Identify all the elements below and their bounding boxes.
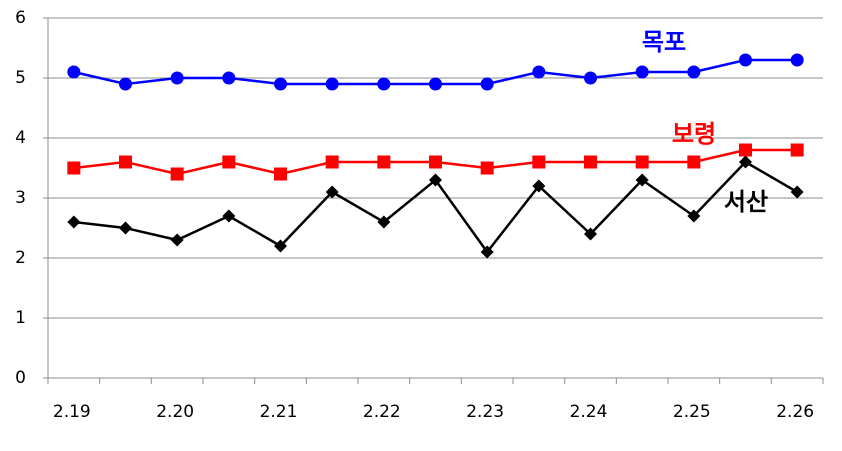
marker — [790, 185, 804, 199]
y-tick-label: 3 — [15, 188, 26, 208]
x-tick-label: 2.20 — [156, 402, 194, 422]
marker — [325, 155, 339, 169]
marker — [222, 155, 236, 169]
marker — [377, 215, 391, 229]
marker — [739, 53, 752, 67]
marker — [480, 161, 494, 175]
y-tick-label: 2 — [15, 248, 26, 268]
marker — [274, 239, 287, 253]
y-tick-label: 1 — [15, 308, 26, 328]
x-tick-label: 2.24 — [570, 402, 608, 422]
marker — [635, 65, 649, 79]
marker — [67, 65, 81, 79]
x-tick-label: 2.21 — [260, 402, 298, 422]
marker — [687, 65, 701, 79]
marker — [429, 173, 442, 187]
x-tick-label: 2.25 — [673, 402, 711, 422]
marker — [170, 233, 184, 247]
series-label: 목포 — [642, 28, 686, 56]
marker — [67, 215, 81, 229]
marker — [790, 143, 804, 157]
series-label: 서산 — [724, 188, 768, 216]
marker — [119, 155, 132, 169]
marker — [377, 77, 391, 91]
marker — [480, 245, 494, 259]
marker — [532, 179, 546, 193]
x-tick-label: 2.26 — [776, 402, 814, 422]
y-tick-label: 4 — [15, 128, 26, 148]
marker — [222, 71, 236, 85]
marker — [429, 77, 442, 91]
marker — [739, 155, 752, 169]
marker — [377, 155, 391, 169]
marker — [790, 53, 804, 67]
marker — [170, 71, 184, 85]
marker — [635, 173, 649, 187]
y-tick-label: 0 — [15, 368, 26, 388]
x-tick-label: 2.19 — [53, 402, 91, 422]
x-tick-label: 2.23 — [466, 402, 504, 422]
marker — [739, 143, 752, 157]
marker — [532, 155, 546, 169]
marker — [274, 167, 287, 181]
marker — [325, 185, 339, 199]
marker — [119, 221, 132, 235]
marker — [584, 227, 597, 241]
marker — [67, 161, 81, 175]
marker — [584, 155, 597, 169]
marker — [222, 209, 236, 223]
marker — [429, 155, 442, 169]
series-label: 보령 — [672, 120, 716, 148]
marker — [119, 77, 132, 91]
y-tick-label: 6 — [15, 8, 26, 28]
marker — [687, 155, 701, 169]
marker — [325, 77, 339, 91]
marker — [635, 155, 649, 169]
marker — [274, 77, 287, 91]
x-tick-label: 2.22 — [363, 402, 401, 422]
marker — [687, 209, 701, 223]
marker — [170, 167, 184, 181]
marker — [480, 77, 494, 91]
y-tick-label: 5 — [15, 68, 26, 88]
marker — [532, 65, 546, 79]
marker — [584, 71, 597, 85]
